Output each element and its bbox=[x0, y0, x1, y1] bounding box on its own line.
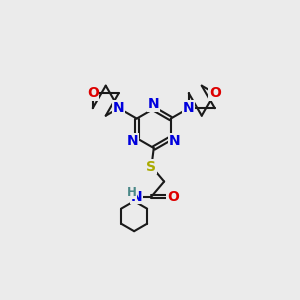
Text: N: N bbox=[113, 101, 124, 115]
Text: N: N bbox=[127, 134, 139, 148]
Text: N: N bbox=[131, 190, 143, 203]
Text: S: S bbox=[146, 160, 156, 173]
Text: O: O bbox=[167, 190, 179, 203]
Text: O: O bbox=[209, 86, 221, 100]
Text: N: N bbox=[169, 134, 181, 148]
Text: N: N bbox=[148, 97, 160, 111]
Text: H: H bbox=[127, 186, 137, 199]
Text: O: O bbox=[87, 86, 99, 100]
Text: N: N bbox=[183, 101, 195, 115]
